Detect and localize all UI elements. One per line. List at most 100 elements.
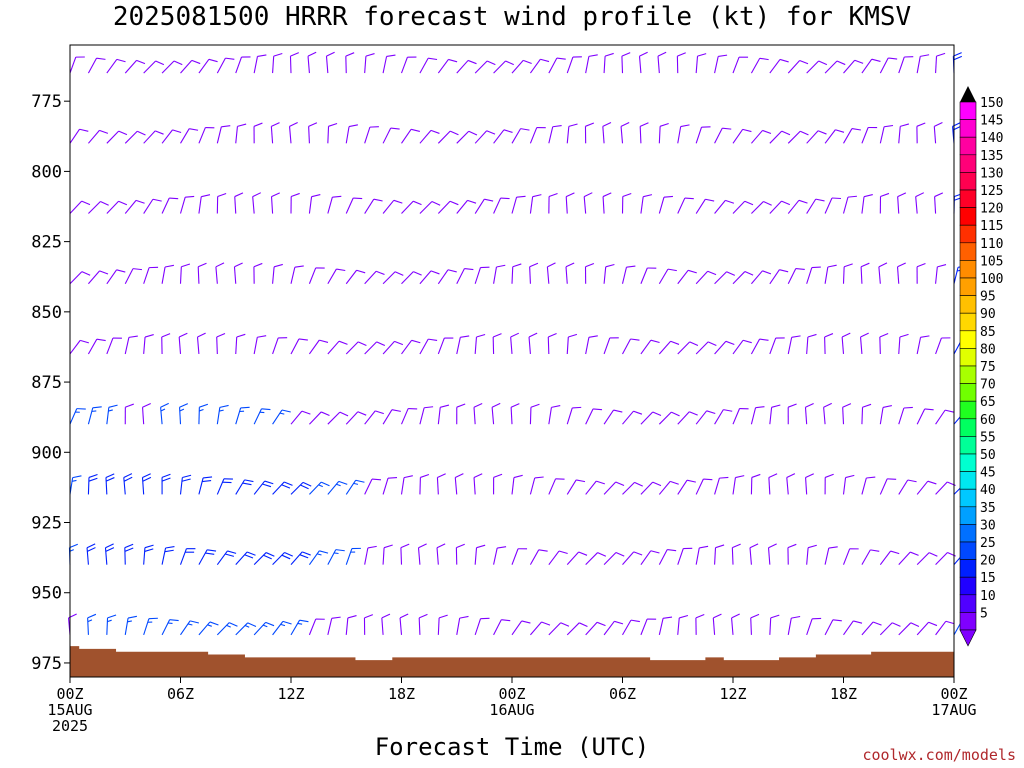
colorbar-label: 70 xyxy=(980,378,996,393)
wind-barb xyxy=(548,125,562,144)
wind-barb xyxy=(124,335,138,355)
wind-barb xyxy=(87,613,97,635)
x-tick-label: 06Z xyxy=(167,685,194,703)
wind-barb xyxy=(345,547,361,565)
colorbar-swatch xyxy=(959,612,977,631)
wind-barb xyxy=(602,122,612,144)
wind-barb xyxy=(640,339,660,355)
wind-barb xyxy=(180,620,199,636)
wind-barb xyxy=(161,60,183,74)
wind-barb xyxy=(88,270,109,285)
wind-barb xyxy=(235,123,247,144)
wind-barb xyxy=(400,56,417,74)
wind-barb xyxy=(308,267,325,284)
y-tick-label: 925 xyxy=(31,514,62,534)
y-tick-label: 975 xyxy=(31,654,62,674)
x-tick-label: 17AUG xyxy=(931,701,976,719)
colorbar-label: 75 xyxy=(980,360,996,375)
wind-barb xyxy=(769,58,789,74)
wind-barb xyxy=(400,543,410,565)
wind-barb xyxy=(768,473,778,495)
wind-barb xyxy=(124,199,145,214)
wind-barb xyxy=(566,123,578,144)
colorbar-bottom-arrow xyxy=(959,629,977,647)
wind-barb xyxy=(456,199,477,214)
wind-barb xyxy=(529,126,546,144)
wind-barb xyxy=(382,340,404,355)
wind-barb xyxy=(916,54,930,74)
terrain-fill xyxy=(70,646,954,677)
wind-barb xyxy=(677,197,694,214)
wind-barb xyxy=(474,266,490,284)
wind-barb xyxy=(179,195,195,214)
wind-barb xyxy=(381,613,391,635)
wind-barb xyxy=(622,481,643,495)
wind-barb xyxy=(511,195,526,214)
wind-barb xyxy=(216,478,233,495)
wind-barb xyxy=(585,335,598,355)
colorbar-swatch xyxy=(959,594,977,613)
wind-barb xyxy=(806,60,828,74)
wind-barb xyxy=(603,552,625,566)
wind-barb xyxy=(529,194,542,214)
y-tick-label: 950 xyxy=(31,584,62,604)
wind-barb xyxy=(327,340,348,355)
wind-barb xyxy=(952,52,962,74)
wind-barb xyxy=(732,475,745,495)
wind-barb xyxy=(345,341,367,355)
wind-barb xyxy=(732,56,749,74)
wind-barb xyxy=(143,130,164,144)
wind-barb xyxy=(417,543,427,565)
wind-barb xyxy=(529,58,550,74)
wind-barb xyxy=(345,197,363,214)
wind-barb xyxy=(935,264,947,284)
colorbar-swatch xyxy=(959,471,977,490)
wind-barb xyxy=(529,549,548,565)
wind-barb xyxy=(345,124,358,144)
wind-barb xyxy=(712,613,722,635)
wind-barb xyxy=(288,121,298,144)
wind-barb xyxy=(493,129,513,144)
wind-barb xyxy=(898,123,910,144)
colorbar-label: 60 xyxy=(980,413,996,428)
x-tick-label: 00Z xyxy=(498,685,525,703)
wind-barb xyxy=(382,54,396,74)
wind-barb xyxy=(272,620,292,636)
wind-barb xyxy=(364,410,384,425)
colorbar-label: 5 xyxy=(980,606,988,621)
wind-barb xyxy=(474,198,494,214)
wind-barb xyxy=(253,621,275,636)
wind-barb xyxy=(419,201,441,214)
wind-barb xyxy=(806,617,822,636)
wind-barb xyxy=(732,128,752,144)
x-tick-label: 16AUG xyxy=(489,701,534,719)
colorbar-label: 85 xyxy=(980,325,996,340)
wind-barb xyxy=(309,481,330,495)
wind-barb xyxy=(585,621,606,636)
x-tick-label: 06Z xyxy=(609,685,636,703)
wind-barb xyxy=(161,473,171,495)
wind-barb xyxy=(253,335,267,355)
colorbar-label: 130 xyxy=(980,166,1003,181)
colorbar-label: 45 xyxy=(980,466,996,481)
wind-barb xyxy=(272,409,291,425)
wind-barb xyxy=(124,543,134,565)
wind-barb xyxy=(804,402,814,425)
wind-barb xyxy=(658,268,677,285)
wind-barb xyxy=(327,549,345,565)
colorbar-top-arrow xyxy=(960,86,976,102)
wind-barb xyxy=(898,622,920,636)
wind-barb xyxy=(161,197,179,214)
colorbar-label: 90 xyxy=(980,307,996,322)
wind-barb xyxy=(842,195,857,214)
colorbar-label: 80 xyxy=(980,342,996,357)
wind-barb xyxy=(566,479,586,495)
colorbar-swatch xyxy=(959,242,977,261)
credit-link[interactable]: coolwx.com/models xyxy=(862,746,1016,764)
wind-barb xyxy=(493,197,510,214)
wind-barb xyxy=(603,620,624,636)
wind-barb xyxy=(915,192,925,214)
wind-barb xyxy=(216,57,235,74)
terrain-layer xyxy=(70,646,954,677)
wind-barb xyxy=(180,59,201,74)
